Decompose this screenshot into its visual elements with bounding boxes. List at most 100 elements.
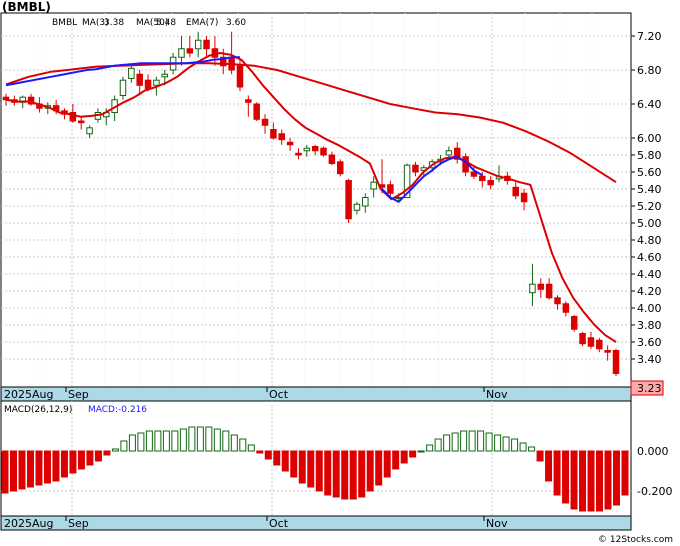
macd-bar-negative [18,450,26,490]
macd-bar-negative [324,450,332,496]
candle-down [537,283,545,290]
macd-bar-positive [417,450,425,453]
macd-y-tick-label: 0.000 [637,445,669,458]
x-tick-label: Oct [269,517,289,530]
candle-down [570,316,578,330]
macd-bar-positive [196,426,204,452]
macd-bar-positive [494,434,502,452]
legend-item: 3.38 [104,18,124,28]
macd-bar-negative [298,450,306,484]
price-y-tick-label: 5.00 [637,217,662,230]
price-y-tick-label: 4.80 [637,234,662,247]
candle-down [220,56,227,67]
candle-down [512,186,519,197]
candle-down [261,118,269,126]
macd-bar-negative [570,450,578,510]
macd-bar-negative [392,450,400,470]
candle-up [178,48,185,58]
x-tick-label: Sep [68,517,89,530]
macd-bar-positive [120,440,128,452]
macd-bar-negative [52,450,60,482]
candle-down [236,65,244,88]
macd-bar-positive [145,430,153,452]
last-price-label: 3.23 [637,382,662,395]
macd-bar-positive [162,430,170,452]
candle-up [445,150,453,156]
x-tick-label: 2025Aug [4,388,53,401]
candle-up [86,127,93,135]
candle-up [194,39,202,50]
candle-down [136,73,143,86]
price-y-tick-label: 5.60 [637,166,662,179]
macd-bar-negative [103,450,111,456]
x-tick-label: Oct [269,388,289,401]
macd-bar-negative [604,450,612,510]
candle-down [470,171,478,177]
candle-up [403,164,411,198]
price-y-axis: 7.20 6.80 6.40 6.00 5.80 5.60 5.40 5.20 5.00 4.80… [631,30,662,366]
macd-bar-positive [154,430,162,452]
macd-bar-positive [111,448,119,452]
macd-bar-negative [315,450,323,492]
macd-bar-negative [341,450,349,500]
macd-bar-positive [528,446,536,452]
candle-down [278,133,286,141]
macd-bar-negative [60,450,68,478]
x-tick-label: Sep [68,388,89,401]
macd-bar-negative [375,450,383,486]
macd-bar-positive [434,438,442,452]
candle-up [161,73,169,78]
macd-bar-negative [9,450,17,492]
legend-item: 5.48 [156,18,176,28]
macd-bar-positive [426,444,434,452]
candle-down [320,147,327,156]
ticker-label: (BMBL) [2,0,51,14]
macd-bar-negative [349,450,357,500]
candle-down [453,147,461,160]
macd-bar-negative [1,450,9,494]
legend-item: EMA(7) [186,18,218,28]
candle-down [587,337,595,347]
price-y-tick-label: 4.60 [637,251,662,264]
macd-bar-negative [290,450,298,478]
price-y-tick-label: 6.80 [637,64,662,77]
macd-bar-negative [332,450,340,498]
macd-bar-negative [587,450,595,512]
candlesticks [2,31,620,376]
macd-bar-positive [502,436,510,452]
macd-bar-positive [222,430,230,452]
candle-down [270,129,277,139]
candle-down [612,350,620,374]
price-y-tick-label: 4.40 [637,268,662,281]
moving-average-lines [5,52,617,343]
candle-down [520,192,528,203]
macd-bar-positive [205,426,213,452]
candle-down [311,146,319,152]
macd-bar-negative [358,450,366,498]
candle-down [412,164,419,173]
price-y-tick-label: 3.40 [637,353,662,366]
macd-bar-negative [545,450,553,482]
macd-bar-negative [26,450,34,488]
candle-up [303,147,311,152]
macd-bar-positive [485,432,493,452]
macd-bar-negative [613,450,621,506]
candle-up [362,197,369,207]
legend-item: MA(50) [136,18,168,28]
macd-bar-negative [94,450,102,462]
macd-bar-negative [86,450,94,466]
macd-bar-negative [621,450,629,496]
legend-item: BMBL [52,18,77,28]
macd-bar-positive [137,432,145,452]
candle-down [286,141,294,146]
candle-down [345,180,352,220]
macd-histogram [1,426,629,512]
macd-bar-negative [273,450,281,466]
candle-down [328,154,336,164]
macd-bar-negative [553,450,561,496]
ma3-line-segment [381,155,483,203]
macd-bar-positive [443,434,451,452]
macd-bar-positive [179,428,187,452]
candle-down [562,303,570,313]
